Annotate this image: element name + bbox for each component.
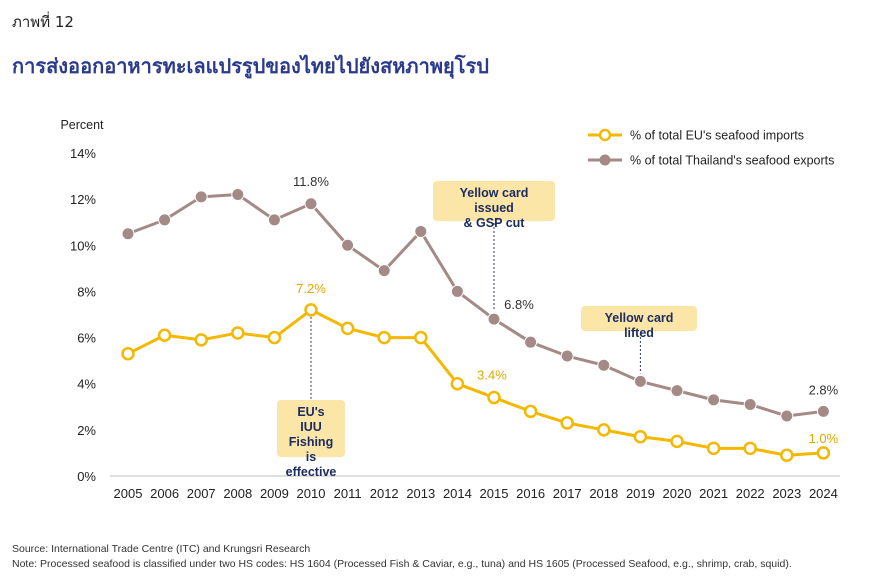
data-point (670, 384, 684, 398)
y-tick-label: 14% (70, 146, 96, 161)
y-tick-label: 12% (70, 192, 96, 207)
footnote: Note: Processed seafood is classified un… (12, 558, 792, 570)
x-tick-label: 2014 (443, 486, 472, 501)
x-tick-label: 2020 (663, 486, 692, 501)
data-label: 6.8% (504, 297, 534, 312)
data-label: 1.0% (809, 431, 839, 446)
annotation-box: Yellow card issued & GSP cut (433, 181, 555, 230)
x-tick-label: 2006 (150, 486, 179, 501)
data-point (194, 190, 208, 204)
data-point (450, 376, 465, 391)
data-point (523, 404, 538, 419)
y-tick-label: 8% (77, 284, 96, 299)
line-chart: Percent 0% 2% 4% 6% 8% 10% 12% 14% 2005 2006 2007 20… (60, 118, 840, 501)
data-point (121, 346, 135, 361)
x-tick-label: 2005 (114, 486, 143, 501)
data-label: 3.4% (477, 368, 507, 383)
x-tick-label: 2013 (406, 486, 435, 501)
data-label: 11.8% (293, 174, 329, 189)
data-point (121, 227, 135, 241)
x-tick-label: 2011 (334, 486, 362, 501)
data-point (670, 434, 684, 449)
chart-legend: % of total EU's seafood imports % of tota… (588, 129, 834, 168)
legend-swatch-marker (599, 154, 611, 166)
annotation-text: & GSP cut (463, 216, 525, 230)
x-tick-label: 2015 (480, 486, 509, 501)
legend-label: % of total Thailand's seafood exports (630, 154, 834, 168)
data-point (816, 404, 830, 418)
data-point (341, 238, 355, 252)
data-point (706, 441, 721, 456)
data-point (158, 213, 172, 227)
data-point (340, 321, 355, 336)
data-point (304, 303, 318, 317)
data-point (267, 330, 282, 345)
data-point (304, 197, 318, 211)
data-point (377, 264, 391, 278)
y-tick-label: 0% (77, 469, 96, 484)
source-note: Source: International Trade Centre (ITC)… (12, 543, 311, 555)
data-point (524, 335, 538, 349)
annotation-text: EU's IUU (297, 405, 325, 434)
x-tick-label: 2007 (187, 486, 216, 501)
data-point (707, 393, 721, 407)
y-tick-label: 2% (77, 423, 96, 438)
y-tick-label: 6% (77, 331, 96, 346)
data-point (194, 333, 208, 347)
x-tick-label: 2021 (699, 486, 728, 501)
data-point (487, 390, 501, 405)
annotation-box: EU's IUU Fishing is effective (277, 400, 345, 479)
data-point (816, 446, 831, 460)
data-point (633, 430, 648, 444)
x-tick-label: 2022 (736, 486, 765, 501)
chart-axes: Percent 0% 2% 4% 6% 8% 10% 12% 14% 2005 2006 2007 20… (60, 118, 840, 501)
data-point (231, 188, 245, 202)
annotation-connectors (310, 223, 641, 400)
data-point (780, 409, 794, 423)
x-tick-label: 2017 (553, 486, 582, 501)
data-point (450, 284, 464, 298)
point-labels: 11.8% 6.8% 2.8% 7.2% 3.4% 1.0% (293, 174, 839, 446)
x-tick-label: 2019 (626, 486, 655, 501)
annotation-text: Yellow card issued (459, 186, 529, 215)
figure-label: ภาพที่ 12 (12, 13, 74, 31)
data-point (414, 330, 428, 345)
series-layer (121, 188, 831, 462)
data-point (267, 213, 281, 227)
data-label: 7.2% (296, 281, 326, 296)
x-tick-label: 2008 (223, 486, 252, 501)
x-tick-label: 2009 (260, 486, 289, 501)
x-tick-label: 2016 (516, 486, 545, 501)
data-point (414, 224, 428, 238)
data-point (560, 416, 574, 430)
x-tick-label: 2012 (370, 486, 399, 501)
chart-title: การส่งออกอาหารทะเลแปรรูปของไทยไปยังสหภาพ… (12, 54, 489, 78)
data-point (597, 423, 611, 437)
data-point (487, 312, 501, 326)
data-point (377, 330, 391, 345)
x-tick-label: 2023 (772, 486, 801, 501)
legend-label: % of total EU's seafood imports (630, 129, 804, 143)
annotation-box: Yellow card lifted (581, 306, 697, 340)
x-tick-label: 2018 (589, 486, 618, 501)
data-point (560, 349, 574, 363)
y-tick-label: 4% (77, 377, 96, 392)
data-point (743, 441, 757, 456)
data-point (597, 358, 611, 372)
y-axis-label: Percent (60, 118, 104, 132)
x-tick-label: 2010 (297, 486, 326, 501)
data-point (633, 374, 647, 388)
data-point (780, 448, 794, 462)
annotation-text: Yellow card lifted (604, 311, 674, 340)
annotation-text: Fishing is (288, 435, 334, 464)
data-label: 2.8% (809, 382, 839, 397)
data-point (231, 326, 245, 340)
y-tick-label: 10% (70, 238, 96, 253)
annotation-text: effective (285, 465, 337, 479)
legend-swatch-marker (598, 128, 612, 142)
data-point (743, 397, 757, 411)
x-tick-label: 2024 (809, 486, 838, 501)
data-point (157, 328, 172, 343)
